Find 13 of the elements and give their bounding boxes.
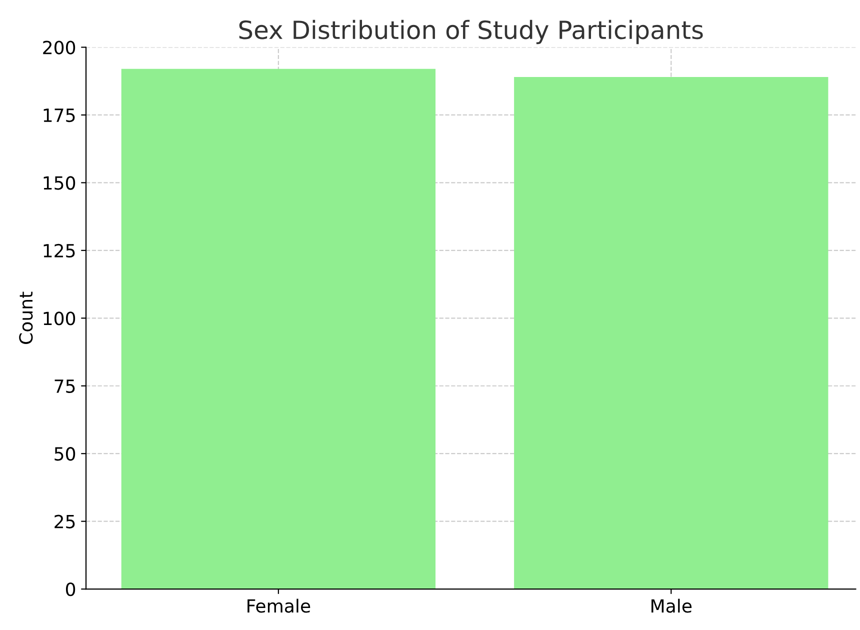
y-tick-label: 75 bbox=[54, 380, 75, 393]
y-tick-label: 25 bbox=[54, 514, 75, 528]
y-tick-label: 125 bbox=[44, 244, 75, 258]
y-tick-label: 0 bbox=[66, 582, 76, 596]
x-tick-label: Female bbox=[248, 598, 310, 613]
y-axis-title: Count bbox=[19, 292, 33, 344]
x-tick-label: Male bbox=[652, 598, 692, 613]
y-tick-label: 100 bbox=[44, 312, 76, 326]
y-tick-label: 150 bbox=[44, 176, 76, 190]
y-tick-label: 175 bbox=[44, 108, 75, 122]
y-tick-label: 50 bbox=[54, 447, 76, 461]
y-tick-label: 200 bbox=[43, 40, 76, 54]
chart-title: Sex Distribution of Study Participants bbox=[239, 20, 703, 44]
